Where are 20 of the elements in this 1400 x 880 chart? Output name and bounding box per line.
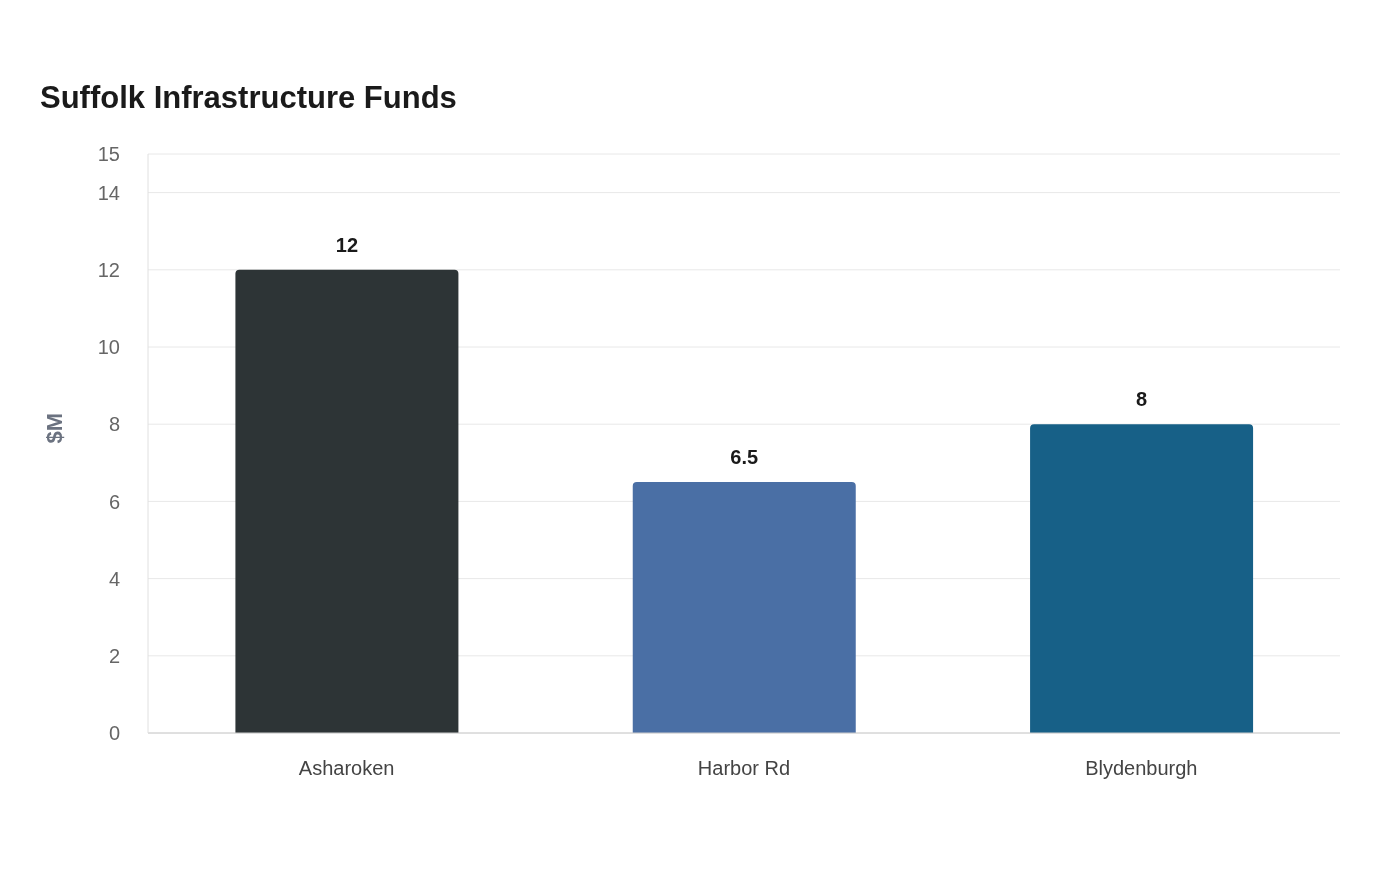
chart-title: Suffolk Infrastructure Funds — [40, 80, 457, 116]
bar — [632, 482, 856, 733]
y-tick-label: 12 — [97, 258, 120, 281]
x-tick-label: Asharoken — [298, 757, 395, 780]
data-label: 8 — [1136, 388, 1148, 411]
y-tick-label: 4 — [108, 567, 120, 590]
y-tick-label: 15 — [97, 143, 120, 166]
y-tick-label: 6 — [108, 490, 120, 513]
y-tick-label: 14 — [97, 181, 120, 204]
x-tick-label: Harbor Rd — [697, 757, 791, 780]
data-label: 12 — [335, 233, 359, 256]
y-tick-label: 2 — [108, 644, 120, 667]
y-tick-label: 0 — [108, 722, 120, 745]
y-tick-label: 8 — [108, 413, 120, 436]
bar — [1030, 424, 1254, 733]
x-tick-label: Blydenburgh — [1085, 757, 1198, 780]
y-tick-label: 10 — [97, 336, 120, 359]
bar — [235, 269, 459, 733]
data-label: 6.5 — [730, 446, 759, 469]
y-axis-title: $M — [41, 412, 67, 444]
